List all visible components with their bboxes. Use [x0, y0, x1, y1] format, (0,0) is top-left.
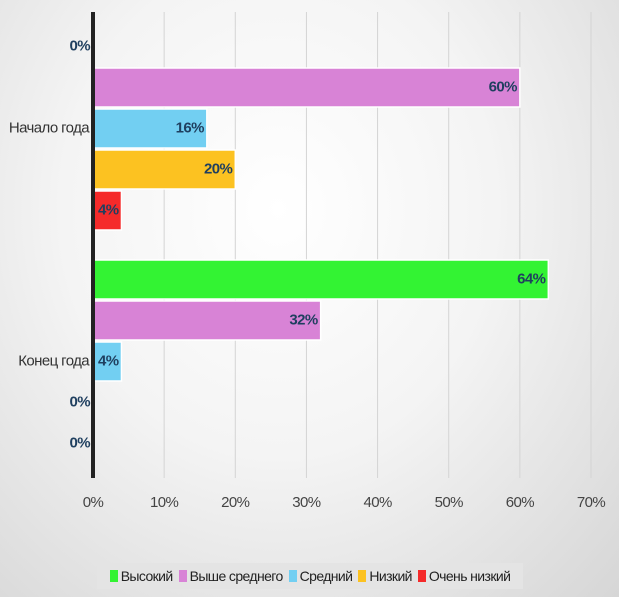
- data-label: 16%: [176, 119, 204, 136]
- legend-label: Низкий: [369, 568, 412, 584]
- x-tick-label: 70%: [577, 494, 605, 511]
- legend-label: Высокий: [120, 568, 174, 584]
- legend-label: Очень низкий: [428, 568, 511, 584]
- x-tick-label: 40%: [363, 494, 391, 511]
- legend-item: Средний: [288, 568, 353, 584]
- data-label: 4%: [98, 352, 119, 369]
- x-tick-label: 50%: [435, 494, 463, 511]
- data-label: 4%: [98, 201, 119, 218]
- bar: [92, 341, 123, 382]
- data-label: 0%: [70, 393, 91, 410]
- legend-swatch: [288, 570, 297, 582]
- bar: [92, 259, 550, 300]
- bar: [92, 190, 123, 231]
- legend-swatch: [358, 570, 367, 582]
- legend-label: Средний: [299, 568, 353, 584]
- legend-item: Очень низкий: [417, 568, 511, 584]
- legend: Высокий Выше среднего Средний Низкий Очень н…: [97, 563, 523, 589]
- legend-swatch: [417, 570, 426, 582]
- data-label: 64%: [517, 270, 545, 287]
- data-label: 60%: [489, 78, 517, 95]
- data-label: 20%: [204, 160, 232, 177]
- legend-item: Низкий: [358, 568, 412, 584]
- x-tick-label: 60%: [506, 494, 534, 511]
- data-label: 32%: [289, 311, 317, 328]
- legend-swatch: [178, 570, 187, 582]
- legend-item: Высокий: [109, 568, 174, 584]
- legend-swatch: [109, 570, 118, 582]
- data-label: 0%: [70, 37, 91, 54]
- x-tick-label: 30%: [292, 494, 320, 511]
- bar: [92, 300, 322, 341]
- x-tick-label: 0%: [83, 494, 104, 511]
- data-label: 0%: [70, 434, 91, 451]
- x-tick-label: 10%: [150, 494, 178, 511]
- x-tick-label: 20%: [221, 494, 249, 511]
- legend-item: Выше среднего: [178, 568, 284, 584]
- bar: [92, 149, 237, 190]
- y-tick-label: Начало года: [9, 119, 90, 136]
- legend-label: Выше среднего: [189, 568, 284, 584]
- y-tick-label: Конец года: [18, 352, 90, 369]
- bar: [92, 67, 521, 108]
